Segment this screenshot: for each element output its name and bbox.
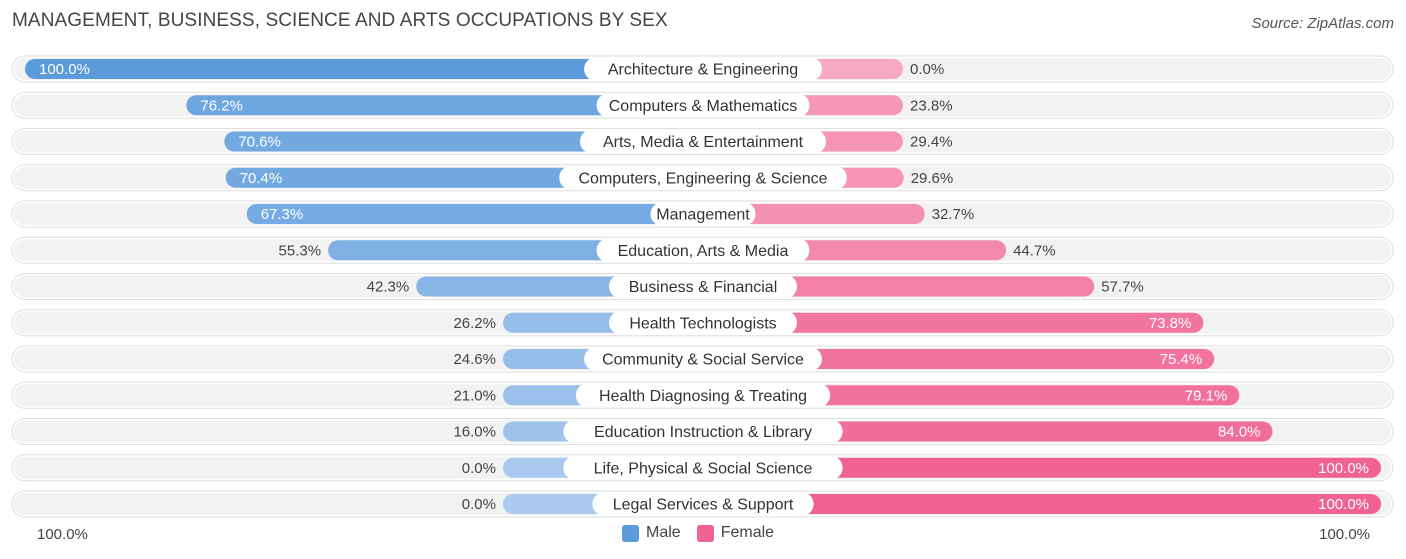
male-value-label: 67.3%: [261, 206, 304, 223]
category-label-background: [650, 202, 756, 226]
legend: Male Female: [622, 524, 790, 542]
axis-left-label: 100.0%: [37, 526, 88, 543]
category-label-background: [592, 492, 814, 516]
category-label-background: [563, 455, 843, 480]
category-label-background: [609, 274, 797, 299]
female-value-label: 57.7%: [1101, 279, 1144, 296]
category-label-background: [584, 347, 822, 371]
female-bar: [703, 349, 1215, 369]
legend-male-swatch: [622, 524, 639, 542]
female-value-label: 29.6%: [911, 170, 954, 187]
category-label-background: [559, 165, 847, 190]
male-value-label: 26.2%: [453, 315, 496, 332]
female-bar: [703, 385, 1240, 406]
female-bar: [703, 494, 1381, 514]
chart-svg: 100.0% 0.0% Architecture & Engineering 76.2…: [11, 55, 1394, 518]
female-value-label: 79.1%: [1185, 387, 1228, 404]
male-value-label: 0.0%: [462, 496, 496, 513]
category-label-background: [584, 57, 822, 81]
category-label: Computers & Mathematics: [609, 98, 798, 115]
female-bar: [703, 421, 1273, 442]
male-value-label: 70.6%: [238, 134, 281, 151]
category-label: Community & Social Service: [602, 352, 804, 369]
female-value-label: 75.4%: [1160, 351, 1203, 368]
legend-female-label: Female: [720, 524, 775, 541]
category-label: Education, Arts & Media: [618, 243, 789, 260]
category-label-background: [596, 93, 810, 118]
male-value-label: 42.3%: [367, 279, 410, 296]
category-label: Computers, Engineering & Science: [578, 170, 827, 187]
female-value-label: 44.7%: [1013, 242, 1056, 259]
female-value-label: 100.0%: [1318, 460, 1369, 477]
male-value-label: 70.4%: [240, 170, 283, 187]
female-bar: [703, 276, 1095, 297]
source-label: Source: ZipAtlas.com: [1251, 15, 1394, 32]
female-bar: [703, 312, 1204, 333]
chart-title: MANAGEMENT, BUSINESS, SCIENCE AND ARTS O…: [12, 10, 668, 31]
legend-male-label: Male: [646, 524, 681, 541]
female-bar: [703, 204, 925, 224]
category-label: Business & Financial: [629, 279, 778, 296]
category-label-background: [609, 310, 797, 335]
category-label-background: [596, 238, 810, 263]
female-bar: [703, 457, 1381, 478]
female-value-label: 32.7%: [932, 206, 975, 223]
male-value-label: 24.6%: [453, 351, 496, 368]
category-label: Health Technologists: [629, 315, 776, 332]
category-label-background: [579, 129, 827, 154]
female-value-label: 73.8%: [1149, 315, 1192, 332]
female-value-label: 100.0%: [1318, 496, 1369, 513]
male-bar: [25, 59, 703, 79]
male-bar: [246, 204, 703, 224]
category-label: Legal Services & Support: [613, 497, 794, 514]
male-value-label: 100.0%: [39, 61, 90, 78]
legend-male[interactable]: Male: [622, 524, 681, 542]
category-label: Education Instruction & Library: [594, 424, 812, 441]
female-value-label: 0.0%: [910, 61, 944, 78]
legend-female[interactable]: Female: [696, 524, 775, 542]
male-value-label: 16.0%: [453, 424, 496, 441]
female-value-label: 29.4%: [910, 134, 953, 151]
male-bar: [186, 95, 703, 116]
category-label: Management: [656, 207, 750, 224]
category-label-background: [563, 419, 843, 444]
category-label: Architecture & Engineering: [608, 62, 798, 79]
category-label: Health Diagnosing & Treating: [599, 388, 807, 405]
male-value-label: 76.2%: [200, 97, 243, 114]
legend-female-swatch: [696, 524, 714, 542]
category-label: Life, Physical & Social Science: [594, 460, 813, 477]
female-value-label: 84.0%: [1218, 424, 1261, 441]
female-value-label: 23.8%: [910, 97, 953, 114]
category-label: Arts, Media & Entertainment: [603, 134, 804, 151]
male-value-label: 21.0%: [453, 387, 496, 404]
male-value-label: 55.3%: [279, 242, 322, 259]
category-label-background: [575, 383, 831, 408]
male-value-label: 0.0%: [462, 460, 496, 477]
axis-right-label: 100.0%: [1319, 526, 1370, 543]
